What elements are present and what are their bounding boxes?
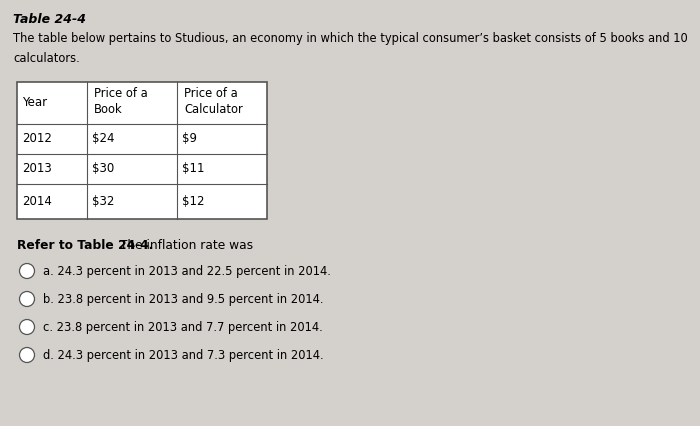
Circle shape <box>20 264 34 279</box>
Circle shape <box>20 320 34 334</box>
Text: Refer to Table 24-4.: Refer to Table 24-4. <box>17 239 153 252</box>
Text: calculators.: calculators. <box>13 52 80 65</box>
Bar <box>17 82 267 219</box>
Text: c. 23.8 percent in 2013 and 7.7 percent in 2014.: c. 23.8 percent in 2013 and 7.7 percent … <box>43 321 323 334</box>
Text: b. 23.8 percent in 2013 and 9.5 percent in 2014.: b. 23.8 percent in 2013 and 9.5 percent … <box>43 293 323 306</box>
Text: 2014: 2014 <box>22 195 52 208</box>
Text: Year: Year <box>22 97 47 109</box>
Text: Price of a: Price of a <box>184 87 238 100</box>
Circle shape <box>20 291 34 306</box>
Text: $11: $11 <box>182 162 204 176</box>
Text: $12: $12 <box>182 195 204 208</box>
Text: The inflation rate was: The inflation rate was <box>116 239 253 252</box>
Text: 2013: 2013 <box>22 162 52 176</box>
Text: $9: $9 <box>182 132 197 146</box>
Text: a. 24.3 percent in 2013 and 22.5 percent in 2014.: a. 24.3 percent in 2013 and 22.5 percent… <box>43 265 331 278</box>
Text: Calculator: Calculator <box>184 103 243 116</box>
Bar <box>17 82 267 219</box>
Circle shape <box>20 348 34 363</box>
Text: Book: Book <box>94 103 122 116</box>
Text: $32: $32 <box>92 195 114 208</box>
Text: $30: $30 <box>92 162 114 176</box>
Text: The table below pertains to Studious, an economy in which the typical consumer’s: The table below pertains to Studious, an… <box>13 32 687 45</box>
Text: Table 24-4: Table 24-4 <box>13 13 86 26</box>
Text: 2012: 2012 <box>22 132 52 146</box>
Text: $24: $24 <box>92 132 115 146</box>
Text: Price of a: Price of a <box>94 87 148 100</box>
Text: d. 24.3 percent in 2013 and 7.3 percent in 2014.: d. 24.3 percent in 2013 and 7.3 percent … <box>43 349 323 362</box>
